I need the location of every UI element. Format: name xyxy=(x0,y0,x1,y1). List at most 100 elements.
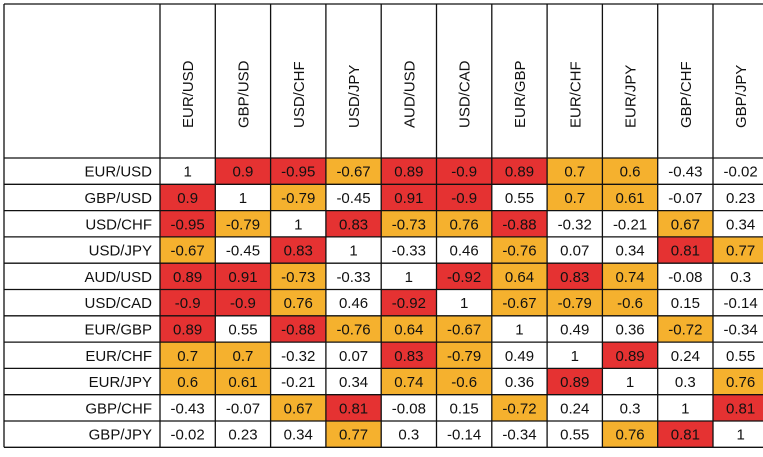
cell-value-label: -0.32 xyxy=(281,348,315,365)
heatmap-cell xyxy=(713,158,763,185)
cell-value-label: -0.14 xyxy=(724,295,758,312)
cell-value-label: 0.3 xyxy=(730,269,751,286)
cell-value-label: 0.81 xyxy=(671,427,700,444)
cell-value-label: 0.91 xyxy=(228,269,257,286)
heatmap-cell xyxy=(436,158,492,185)
heatmap-cell xyxy=(713,421,763,448)
cell-value-label: 0.6 xyxy=(177,374,198,391)
heatmap-cell xyxy=(713,236,763,264)
heatmap-cell xyxy=(436,394,492,421)
cell-value-label: 0.67 xyxy=(671,216,700,233)
heatmap-cell xyxy=(491,289,548,316)
heatmap-cell xyxy=(713,394,763,421)
cell-value-label: 1 xyxy=(405,269,413,286)
heatmap-cell xyxy=(713,289,763,316)
heatmap-cell xyxy=(713,315,763,343)
heatmap-cell xyxy=(713,342,763,369)
heatmap-cell xyxy=(602,394,658,421)
cell-value-label: 1 xyxy=(681,400,689,417)
heatmap-cell xyxy=(160,158,216,185)
cell-value-label: 0.24 xyxy=(560,400,589,417)
cell-value-label: -0.72 xyxy=(668,321,702,338)
heatmap-cell xyxy=(160,289,216,316)
cell-value-label: 0.24 xyxy=(671,348,700,365)
cell-value-label: 0.07 xyxy=(339,348,368,365)
cell-value-label: -0.33 xyxy=(336,269,370,286)
heatmap-cell xyxy=(381,342,437,369)
row-label: GBP/CHF xyxy=(85,400,152,417)
cell-value-label: -0.9 xyxy=(230,295,256,312)
cell-value-label: -0.02 xyxy=(171,427,205,444)
heatmap-cell xyxy=(602,158,658,185)
cell-value-label: -0.73 xyxy=(392,216,426,233)
column-label: USD/CAD xyxy=(457,60,474,128)
heatmap-cell xyxy=(602,236,658,264)
cell-value-label: 0.49 xyxy=(560,321,589,338)
heatmap-cell xyxy=(325,210,382,237)
cell-value-label: 1 xyxy=(515,321,523,338)
cell-value-label: -0.32 xyxy=(558,216,592,233)
cell-value-label: 0.77 xyxy=(339,427,368,444)
heatmap-cell xyxy=(491,184,548,211)
heatmap-cell xyxy=(215,289,271,316)
heatmap-cell xyxy=(325,421,382,448)
heatmap-cell xyxy=(491,368,548,395)
heatmap-cell xyxy=(491,394,548,421)
heatmap-cell xyxy=(270,289,326,316)
heatmap-cell xyxy=(215,184,271,211)
column-label: USD/CHF xyxy=(291,61,308,128)
heatmap-cell xyxy=(215,342,271,369)
cell-value-label: 1 xyxy=(183,164,191,181)
cell-value-label: 0.64 xyxy=(394,321,423,338)
heatmap-cell xyxy=(160,184,216,211)
column-label: EUR/JPY xyxy=(623,65,640,128)
heatmap-cell xyxy=(547,184,603,211)
heatmap-cell xyxy=(547,421,603,448)
heatmap-cell xyxy=(270,421,326,448)
cell-value-label: 0.7 xyxy=(564,164,585,181)
cell-value-label: 0.23 xyxy=(228,427,257,444)
heatmap-cell xyxy=(491,342,548,369)
column-label: AUD/USD xyxy=(401,60,418,128)
cell-value-label: 0.9 xyxy=(233,164,254,181)
heatmap-cell xyxy=(491,236,548,264)
cell-value-label: 0.55 xyxy=(505,190,534,207)
cell-value-label: 0.81 xyxy=(726,400,755,417)
cell-value-label: -0.34 xyxy=(502,427,536,444)
cell-value-label: 0.89 xyxy=(173,321,202,338)
cell-value-label: -0.6 xyxy=(451,374,477,391)
cell-value-label: -0.88 xyxy=(281,321,315,338)
cell-value-label: 0.76 xyxy=(726,374,755,391)
heatmap-cell xyxy=(325,368,382,395)
heatmap-cell xyxy=(160,342,216,369)
cell-value-label: 0.74 xyxy=(615,269,644,286)
cell-value-label: 0.55 xyxy=(726,348,755,365)
heatmap-cell xyxy=(381,289,437,316)
heatmap-cell xyxy=(270,210,326,237)
heatmap-cell xyxy=(713,184,763,211)
heatmap-cell xyxy=(270,184,326,211)
column-label: EUR/CHF xyxy=(567,61,584,128)
cell-value-label: 0.74 xyxy=(394,374,423,391)
row-label: USD/CAD xyxy=(84,295,152,312)
cell-value-label: 0.9 xyxy=(177,190,198,207)
heatmap-cell xyxy=(657,368,713,395)
heatmap-cell xyxy=(160,368,216,395)
heatmap-cell xyxy=(436,368,492,395)
cell-value-label: 1 xyxy=(294,216,302,233)
cell-value-label: 0.15 xyxy=(450,400,479,417)
heatmap-cell xyxy=(160,263,216,290)
heatmap-cell xyxy=(657,289,713,316)
cell-value-label: -0.08 xyxy=(392,400,426,417)
heatmap-cell xyxy=(547,263,603,290)
heatmap-cell xyxy=(436,342,492,369)
cell-value-label: -0.95 xyxy=(281,164,315,181)
heatmap-cell xyxy=(436,210,492,237)
cell-value-label: 0.76 xyxy=(284,295,313,312)
cell-value-label: 0.61 xyxy=(228,374,257,391)
heatmap-cell xyxy=(325,263,382,290)
heatmap-cell xyxy=(381,263,437,290)
heatmap-cell xyxy=(215,421,271,448)
heatmap-cell xyxy=(602,368,658,395)
